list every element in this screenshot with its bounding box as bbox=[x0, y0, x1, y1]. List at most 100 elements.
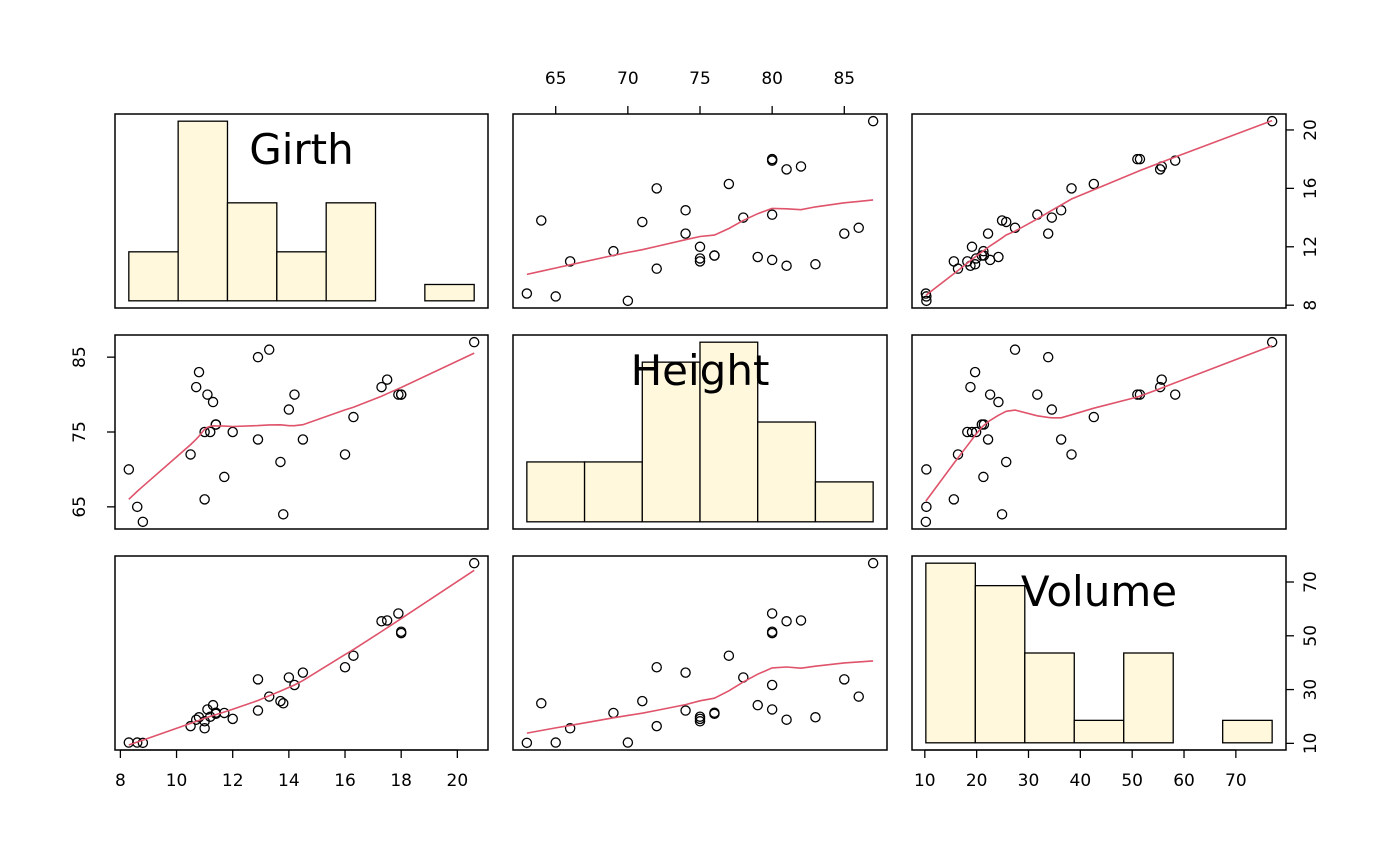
tick-label: 85 bbox=[70, 346, 90, 368]
histogram-bar-girth-3 bbox=[276, 251, 327, 302]
point-girth-height-14 bbox=[694, 241, 706, 253]
point-volume-girth-18 bbox=[275, 695, 286, 707]
point-height-girth-27 bbox=[393, 389, 404, 400]
histogram-bar-height-5 bbox=[814, 481, 874, 523]
histogram-bar-girth-1 bbox=[177, 120, 229, 302]
point-volume-girth-14 bbox=[227, 713, 238, 725]
point-girth-volume-27 bbox=[1169, 155, 1181, 166]
point-girth-height-18 bbox=[637, 216, 648, 228]
y-axis-right-girth: 8 12 16 20 bbox=[1286, 119, 1321, 311]
x-axis-bottom-girth: 8 10 12 14 16 18 20 bbox=[115, 749, 468, 791]
point-height-girth-16 bbox=[252, 351, 264, 363]
point-height-girth-20 bbox=[283, 404, 295, 415]
histogram-bar-volume-0 bbox=[925, 562, 976, 744]
point-height-volume-18 bbox=[1000, 456, 1012, 468]
point-volume-height-30 bbox=[867, 557, 879, 569]
point-height-volume-10 bbox=[993, 396, 1004, 408]
point-girth-volume-19 bbox=[996, 215, 1008, 226]
point-girth-volume-24 bbox=[1088, 178, 1100, 190]
tick-label: 70 bbox=[617, 69, 639, 89]
point-volume-height-26 bbox=[795, 615, 807, 626]
histogram-bar-girth-6 bbox=[424, 283, 475, 302]
point-height-volume-6 bbox=[948, 494, 960, 505]
point-height-girth-23 bbox=[339, 449, 351, 460]
tick-label: 70 bbox=[1301, 571, 1321, 593]
point-height-girth-10 bbox=[207, 396, 219, 408]
tick-label: 30 bbox=[1018, 771, 1040, 791]
point-girth-height-9 bbox=[694, 253, 706, 264]
point-height-volume-16 bbox=[1042, 351, 1054, 363]
tick-label: 65 bbox=[70, 496, 90, 518]
tick-label: 85 bbox=[833, 69, 855, 89]
point-volume-girth-26 bbox=[381, 615, 393, 626]
point-height-volume-8 bbox=[984, 389, 996, 400]
point-girth-volume-28 bbox=[1134, 153, 1146, 165]
histogram-bar-volume-3 bbox=[1073, 719, 1125, 744]
histogram-bar-height-2 bbox=[641, 361, 701, 523]
point-girth-height-30 bbox=[867, 115, 879, 127]
point-height-girth-30 bbox=[468, 336, 480, 348]
tick-label: 75 bbox=[689, 69, 711, 89]
point-height-volume-0 bbox=[921, 464, 932, 475]
point-height-volume-1 bbox=[921, 501, 932, 513]
point-volume-height-19 bbox=[536, 698, 547, 709]
tick-label: 20 bbox=[966, 771, 988, 791]
point-girth-height-10 bbox=[752, 251, 763, 263]
tick-label: 10 bbox=[1301, 733, 1321, 755]
point-girth-height-16 bbox=[839, 228, 850, 239]
point-girth-height-6 bbox=[564, 256, 576, 267]
point-height-volume-21 bbox=[1032, 389, 1043, 400]
point-girth-height-12 bbox=[709, 250, 720, 261]
point-height-girth-29 bbox=[395, 389, 407, 400]
point-girth-volume-10 bbox=[993, 251, 1004, 263]
point-volume-height-0 bbox=[622, 737, 634, 748]
point-volume-height-27 bbox=[766, 608, 778, 619]
point-volume-girth-1 bbox=[131, 737, 143, 748]
point-girth-volume-29 bbox=[1132, 153, 1143, 165]
point-girth-volume-0 bbox=[921, 295, 932, 307]
histogram-bar-volume-4 bbox=[1123, 652, 1174, 744]
point-height-girth-14 bbox=[227, 426, 238, 438]
point-volume-girth-17 bbox=[263, 691, 275, 702]
tick-label: 40 bbox=[1070, 771, 1092, 791]
point-volume-girth-20 bbox=[283, 672, 295, 683]
histogram-bar-girth-0 bbox=[128, 251, 179, 302]
variable-label-volume: Volume bbox=[1021, 567, 1177, 616]
point-volume-height-12 bbox=[709, 707, 720, 718]
panel-girth-height bbox=[512, 113, 888, 309]
panel-girth-height-frame bbox=[512, 113, 888, 309]
point-volume-height-18 bbox=[637, 695, 648, 707]
point-volume-height-3 bbox=[651, 720, 662, 732]
point-girth-volume-16 bbox=[1042, 228, 1054, 239]
point-height-volume-26 bbox=[1156, 374, 1167, 385]
point-volume-girth-23 bbox=[339, 662, 351, 673]
point-girth-height-24 bbox=[723, 178, 735, 190]
point-girth-volume-30 bbox=[1266, 115, 1278, 127]
tick-label: 16 bbox=[334, 771, 356, 791]
point-girth-volume-2 bbox=[920, 288, 932, 299]
panel-height-height: Height bbox=[512, 334, 888, 530]
tick-label: 16 bbox=[1301, 178, 1321, 200]
point-girth-height-19 bbox=[536, 215, 547, 226]
histogram-bar-volume-2 bbox=[1024, 652, 1075, 744]
panel-girth-girth-frame bbox=[114, 113, 489, 309]
histogram-bar-height-3 bbox=[699, 341, 759, 523]
point-volume-height-17 bbox=[853, 691, 864, 702]
point-volume-girth-22 bbox=[297, 667, 309, 678]
point-volume-girth-21 bbox=[289, 679, 300, 691]
histogram-bar-height-4 bbox=[757, 421, 817, 523]
point-volume-height-24 bbox=[723, 650, 735, 661]
x-axis-top-height: 65 70 75 80 85 bbox=[545, 69, 855, 114]
point-height-volume-19 bbox=[996, 509, 1008, 520]
point-height-volume-17 bbox=[1009, 344, 1021, 355]
histogram-bar-volume-6 bbox=[1222, 719, 1273, 744]
point-volume-height-16 bbox=[839, 674, 850, 685]
point-volume-height-4 bbox=[781, 714, 792, 725]
point-volume-height-2 bbox=[521, 737, 533, 749]
lowess-line-height-volume bbox=[925, 344, 1273, 502]
point-girth-volume-15 bbox=[982, 228, 994, 239]
point-volume-height-29 bbox=[766, 627, 778, 639]
point-height-volume-20 bbox=[1046, 404, 1058, 415]
point-girth-height-7 bbox=[694, 256, 706, 267]
point-height-girth-5 bbox=[193, 366, 205, 378]
